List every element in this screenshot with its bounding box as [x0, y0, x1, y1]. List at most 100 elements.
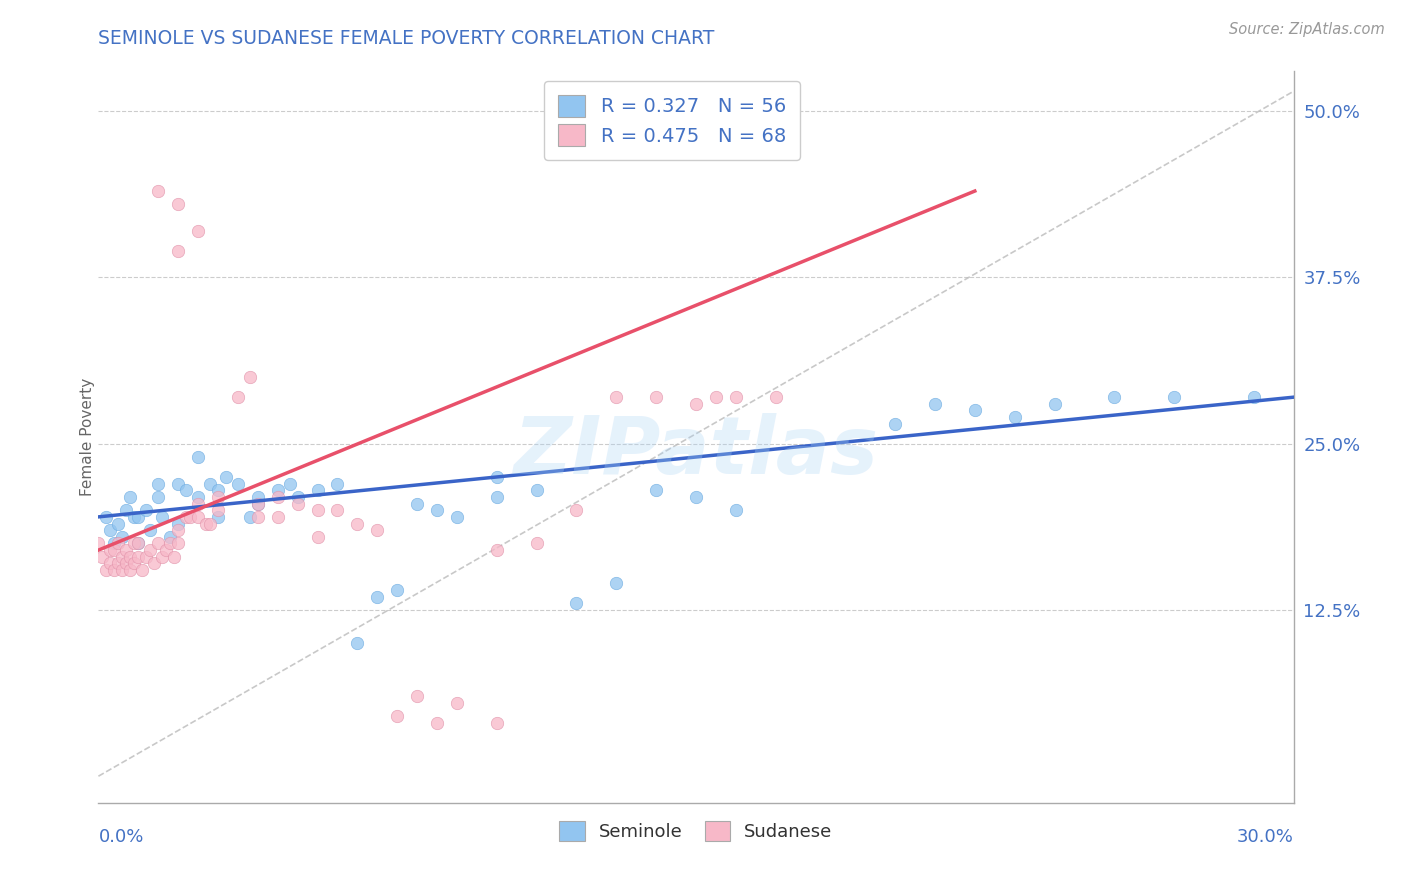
Point	[187, 224, 209, 238]
Point	[179, 509, 201, 524]
Point	[226, 390, 249, 404]
Point	[148, 184, 170, 198]
Point	[1004, 410, 1026, 425]
Point	[98, 523, 122, 537]
Point	[267, 483, 290, 498]
Point	[704, 390, 727, 404]
Point	[724, 390, 747, 404]
Point	[239, 509, 262, 524]
Point	[446, 509, 468, 524]
Point	[307, 483, 329, 498]
Point	[406, 690, 429, 704]
Point	[226, 476, 249, 491]
Text: 30.0%: 30.0%	[1237, 829, 1294, 847]
Point	[150, 549, 173, 564]
Point	[155, 543, 177, 558]
Point	[187, 450, 209, 464]
Point	[98, 557, 122, 571]
Point	[326, 503, 349, 517]
Point	[107, 557, 129, 571]
Point	[139, 543, 162, 558]
Point	[139, 523, 162, 537]
Point	[120, 563, 142, 577]
Text: SEMINOLE VS SUDANESE FEMALE POVERTY CORRELATION CHART: SEMINOLE VS SUDANESE FEMALE POVERTY CORR…	[98, 29, 714, 47]
Y-axis label: Female Poverty: Female Poverty	[80, 378, 94, 496]
Point	[267, 509, 290, 524]
Point	[346, 516, 368, 531]
Point	[565, 503, 588, 517]
Point	[287, 490, 309, 504]
Point	[96, 563, 118, 577]
Point	[124, 557, 146, 571]
Point	[207, 483, 229, 498]
Point	[446, 696, 468, 710]
Point	[724, 503, 747, 517]
Point	[963, 403, 986, 417]
Point	[485, 490, 508, 504]
Point	[366, 523, 388, 537]
Point	[115, 503, 138, 517]
Point	[1104, 390, 1126, 404]
Point	[426, 716, 449, 731]
Point	[107, 516, 129, 531]
Point	[159, 536, 181, 550]
Point	[246, 497, 269, 511]
Point	[346, 636, 368, 650]
Point	[127, 509, 149, 524]
Point	[124, 509, 146, 524]
Point	[645, 390, 668, 404]
Text: Source: ZipAtlas.com: Source: ZipAtlas.com	[1229, 22, 1385, 37]
Point	[163, 549, 186, 564]
Point	[87, 536, 110, 550]
Point	[307, 530, 329, 544]
Point	[187, 497, 209, 511]
Point	[207, 509, 229, 524]
Point	[120, 490, 142, 504]
Point	[167, 523, 190, 537]
Point	[187, 509, 209, 524]
Point	[148, 490, 170, 504]
Point	[103, 543, 125, 558]
Point	[307, 503, 329, 517]
Point	[207, 490, 229, 504]
Point	[278, 476, 301, 491]
Point	[246, 497, 269, 511]
Point	[485, 716, 508, 731]
Point	[127, 536, 149, 550]
Point	[167, 197, 190, 211]
Point	[148, 536, 170, 550]
Point	[239, 370, 262, 384]
Point	[526, 536, 548, 550]
Point	[385, 582, 409, 597]
Point	[1243, 390, 1265, 404]
Point	[167, 244, 190, 258]
Point	[765, 390, 787, 404]
Point	[111, 563, 134, 577]
Point	[115, 543, 138, 558]
Point	[207, 503, 229, 517]
Point	[366, 590, 388, 604]
Point	[924, 397, 946, 411]
Point	[111, 530, 134, 544]
Point	[1163, 390, 1185, 404]
Point	[91, 549, 114, 564]
Point	[167, 536, 190, 550]
Point	[174, 483, 197, 498]
Point	[685, 490, 707, 504]
Point	[215, 470, 238, 484]
Point	[115, 557, 138, 571]
Point	[645, 483, 668, 498]
Point	[198, 516, 221, 531]
Point	[174, 509, 197, 524]
Point	[485, 470, 508, 484]
Point	[148, 476, 170, 491]
Point	[143, 557, 166, 571]
Point	[884, 417, 907, 431]
Point	[103, 536, 125, 550]
Text: ZIPatlas: ZIPatlas	[513, 413, 879, 491]
Point	[685, 397, 707, 411]
Point	[111, 549, 134, 564]
Point	[98, 543, 122, 558]
Point	[127, 549, 149, 564]
Point	[385, 709, 409, 723]
